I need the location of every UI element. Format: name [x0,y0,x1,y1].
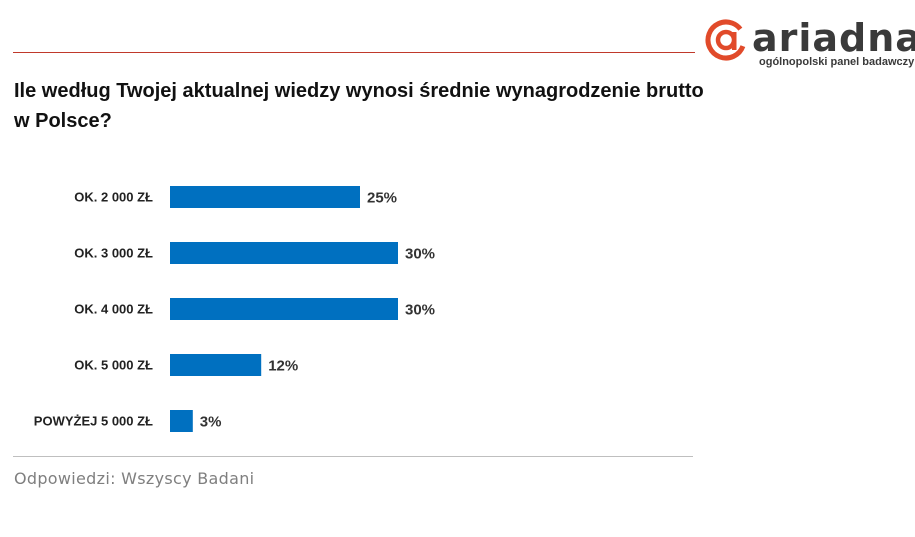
value-label: 12% [268,358,298,375]
chart-question-title: Ile według Twojej aktualnej wiedzy wynos… [14,80,704,132]
footer-divider [13,456,693,457]
bar [170,242,398,264]
category-label: POWYŻEJ 5 000 ZŁ [34,414,153,429]
bar [170,186,360,208]
bar [170,410,193,432]
value-label: 30% [405,302,435,319]
value-label: 3% [200,414,222,431]
bar [170,298,398,320]
value-label: 25% [367,190,397,207]
category-label: OK. 3 000 ZŁ [74,246,153,261]
footnote-respondents: Odpowiedzi: Wszyscy Badani [14,469,255,488]
category-label: OK. 4 000 ZŁ [74,302,153,317]
ariadna-logo-icon [705,19,747,61]
value-label: 30% [405,246,435,263]
category-label: OK. 5 000 ZŁ [74,358,153,373]
logo-wordmark: ariadna [752,16,915,60]
ariadna-logo: ariadna ogólnopolski panel badawczy [702,14,915,74]
category-label: OK. 2 000 ZŁ [74,190,153,205]
bar [170,354,262,376]
horizontal-bar-chart: OK. 2 000 ZŁ 25% OK. 3 000 ZŁ 30% OK. 4 000 … [34,186,435,432]
header-divider [13,52,695,53]
logo-tagline: ogólnopolski panel badawczy [759,56,915,68]
